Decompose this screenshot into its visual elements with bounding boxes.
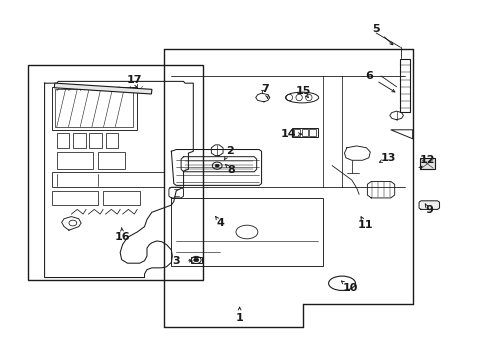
Circle shape <box>193 258 198 262</box>
Bar <box>52 172 163 187</box>
Text: 12: 12 <box>419 155 434 165</box>
Text: 7: 7 <box>261 84 269 94</box>
Bar <box>54 83 152 94</box>
Bar <box>27 65 203 280</box>
Bar <box>73 134 85 148</box>
Text: 13: 13 <box>380 153 395 163</box>
Bar <box>57 134 69 148</box>
Text: 3: 3 <box>172 256 180 266</box>
Text: 5: 5 <box>371 24 379 35</box>
Bar <box>190 257 201 263</box>
Bar <box>301 130 307 136</box>
Bar <box>89 134 102 148</box>
Bar <box>52 87 137 130</box>
Bar <box>171 198 322 266</box>
Bar <box>105 134 118 148</box>
Text: 15: 15 <box>295 86 310 96</box>
Text: 16: 16 <box>115 232 130 242</box>
Bar <box>309 130 315 136</box>
Bar <box>103 191 140 205</box>
Text: 14: 14 <box>280 129 296 139</box>
Text: 17: 17 <box>127 75 142 85</box>
Text: 10: 10 <box>343 283 358 293</box>
Text: 11: 11 <box>357 220 372 230</box>
Bar <box>55 89 133 127</box>
Bar <box>292 128 317 137</box>
Text: 6: 6 <box>364 71 372 81</box>
Text: 2: 2 <box>225 146 233 156</box>
Text: 4: 4 <box>216 218 224 228</box>
Bar <box>399 59 409 112</box>
Text: 9: 9 <box>424 206 432 216</box>
Bar <box>57 152 93 169</box>
Bar <box>293 130 300 136</box>
Polygon shape <box>419 158 434 169</box>
Circle shape <box>215 164 219 167</box>
Bar <box>419 158 434 169</box>
Bar <box>52 191 98 205</box>
Text: 8: 8 <box>227 165 235 175</box>
Polygon shape <box>420 201 437 210</box>
Bar <box>98 152 125 169</box>
Text: 1: 1 <box>235 313 243 323</box>
